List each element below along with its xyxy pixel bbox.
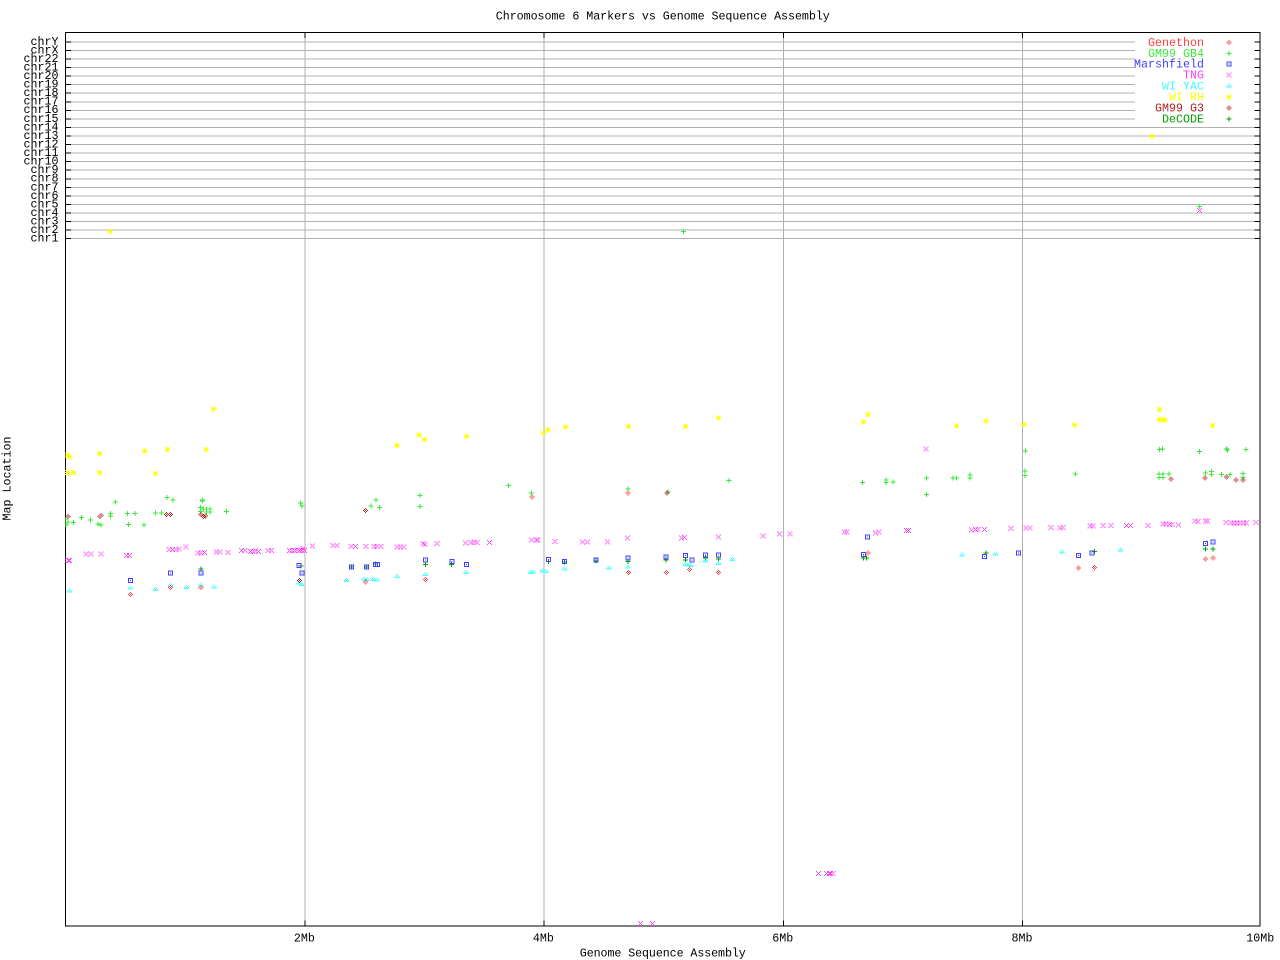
svg-text:6Mb: 6Mb [772,931,793,945]
svg-text:chr11: chr11 [24,146,59,160]
svg-text:chr22: chr22 [24,52,59,66]
svg-text:Chromosome 6 Markers vs Genome: Chromosome 6 Markers vs Genome Sequence … [496,10,830,24]
svg-text:chr6: chr6 [31,189,59,203]
svg-text:10Mb: 10Mb [1246,931,1274,945]
svg-text:chr14: chr14 [24,120,59,134]
svg-text:chr4: chr4 [31,206,59,220]
svg-text:chr15: chr15 [24,112,59,126]
svg-text:Marshfield: Marshfield [1134,58,1204,72]
svg-text:TNG: TNG [1183,68,1204,82]
svg-text:GM99 GB4: GM99 GB4 [1148,47,1204,61]
svg-text:WI RH: WI RH [1169,90,1204,104]
svg-text:chr13: chr13 [24,129,59,143]
svg-text:chr8: chr8 [31,172,59,186]
svg-text:chr10: chr10 [24,155,59,169]
svg-text:4Mb: 4Mb [533,931,554,945]
svg-text:WI YAC: WI YAC [1162,79,1204,93]
svg-text:chr21: chr21 [24,61,59,75]
svg-text:Map Location: Map Location [1,437,15,521]
svg-text:chr12: chr12 [24,138,59,152]
svg-text:chrY: chrY [31,35,59,49]
svg-text:chr18: chr18 [24,86,59,100]
svg-text:2Mb: 2Mb [294,931,315,945]
svg-text:chr1: chr1 [31,232,59,246]
svg-text:Genome Sequence Assembly: Genome Sequence Assembly [580,947,746,960]
svg-text:8Mb: 8Mb [1012,931,1033,945]
svg-text:DeCODE: DeCODE [1162,113,1204,127]
svg-text:GM99 G3: GM99 G3 [1155,102,1204,116]
svg-text:chrX: chrX [31,43,59,57]
svg-text:chr16: chr16 [24,103,59,117]
svg-text:chr19: chr19 [24,78,59,92]
svg-text:chr5: chr5 [31,197,59,211]
svg-text:Genethon: Genethon [1148,36,1204,50]
svg-text:chr7: chr7 [31,180,59,194]
svg-text:chr17: chr17 [24,95,59,109]
svg-text:chr2: chr2 [31,223,59,237]
svg-text:chr20: chr20 [24,69,59,83]
svg-text:chr3: chr3 [31,215,59,229]
svg-text:chr9: chr9 [31,163,59,177]
